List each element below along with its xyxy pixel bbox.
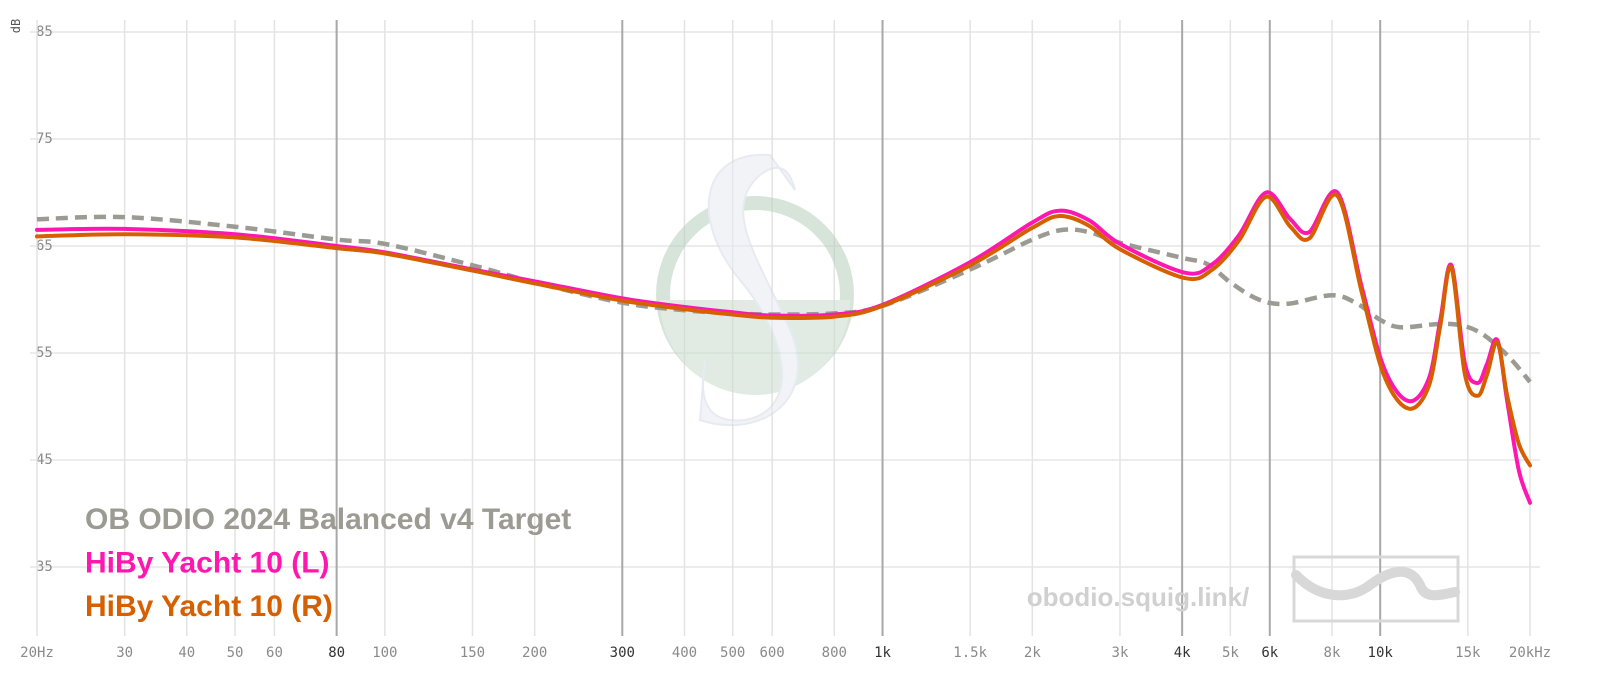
x-tick-label: 30 bbox=[116, 645, 133, 661]
x-tick-label: 60 bbox=[266, 645, 283, 661]
watermark-logo bbox=[656, 153, 854, 427]
y-tick-label: 55 bbox=[36, 345, 53, 361]
y-tick-label: 45 bbox=[36, 452, 53, 468]
watermark: obodio.squig.link/ bbox=[1027, 582, 1249, 612]
x-tick-label: 2k bbox=[1024, 645, 1041, 661]
frequency-response-line bbox=[35, 192, 1532, 468]
x-tick-label: 50 bbox=[227, 645, 244, 661]
x-tick-label: 6k bbox=[1261, 645, 1278, 661]
legend-entry: OB ODIO 2024 Balanced v4 Target bbox=[85, 503, 571, 536]
y-tick-label: 85 bbox=[36, 24, 53, 40]
x-tick-label: 3k bbox=[1112, 645, 1129, 661]
legend-entry: HiBy Yacht 10 (R) bbox=[85, 590, 333, 623]
x-tick-label: 1k bbox=[874, 645, 891, 661]
x-tick-label: 20kHz bbox=[1509, 645, 1551, 661]
x-tick-label: 15k bbox=[1455, 645, 1481, 661]
x-tick-label: 150 bbox=[460, 645, 485, 661]
x-tick-label: 20Hz bbox=[20, 645, 54, 661]
x-tick-label: 8k bbox=[1324, 645, 1341, 661]
x-tick-label: 80 bbox=[328, 645, 345, 661]
x-tick-label: 300 bbox=[610, 645, 635, 661]
x-tick-label: 600 bbox=[759, 645, 784, 661]
y-axis-label: dB bbox=[9, 19, 23, 33]
x-tick-label: 400 bbox=[672, 645, 697, 661]
watermark-box bbox=[1291, 555, 1460, 623]
x-tick-label: 4k bbox=[1174, 645, 1191, 661]
lines bbox=[35, 189, 1532, 505]
y-tick-label: 35 bbox=[36, 559, 53, 575]
legend: OB ODIO 2024 Balanced v4 Target HiBy Yach… bbox=[85, 503, 571, 623]
x-tick-label: 500 bbox=[720, 645, 745, 661]
x-tick-label: 200 bbox=[522, 645, 547, 661]
x-tick-label: 5k bbox=[1222, 645, 1239, 661]
y-tick-label: 65 bbox=[36, 238, 53, 254]
x-tick-label: 800 bbox=[822, 645, 847, 661]
legend-entry: HiBy Yacht 10 (L) bbox=[85, 547, 330, 580]
x-tick-label: 40 bbox=[178, 645, 195, 661]
x-tick-label: 100 bbox=[372, 645, 397, 661]
grid: 35 45 55 65 75 85 20Hz 30 40 50 60 80 100 150 200 300 40… bbox=[20, 20, 1551, 661]
x-tick-label: 10k bbox=[1368, 645, 1394, 661]
x-tick-label: 1.5k bbox=[953, 645, 987, 661]
y-tick-label: 75 bbox=[36, 131, 53, 147]
